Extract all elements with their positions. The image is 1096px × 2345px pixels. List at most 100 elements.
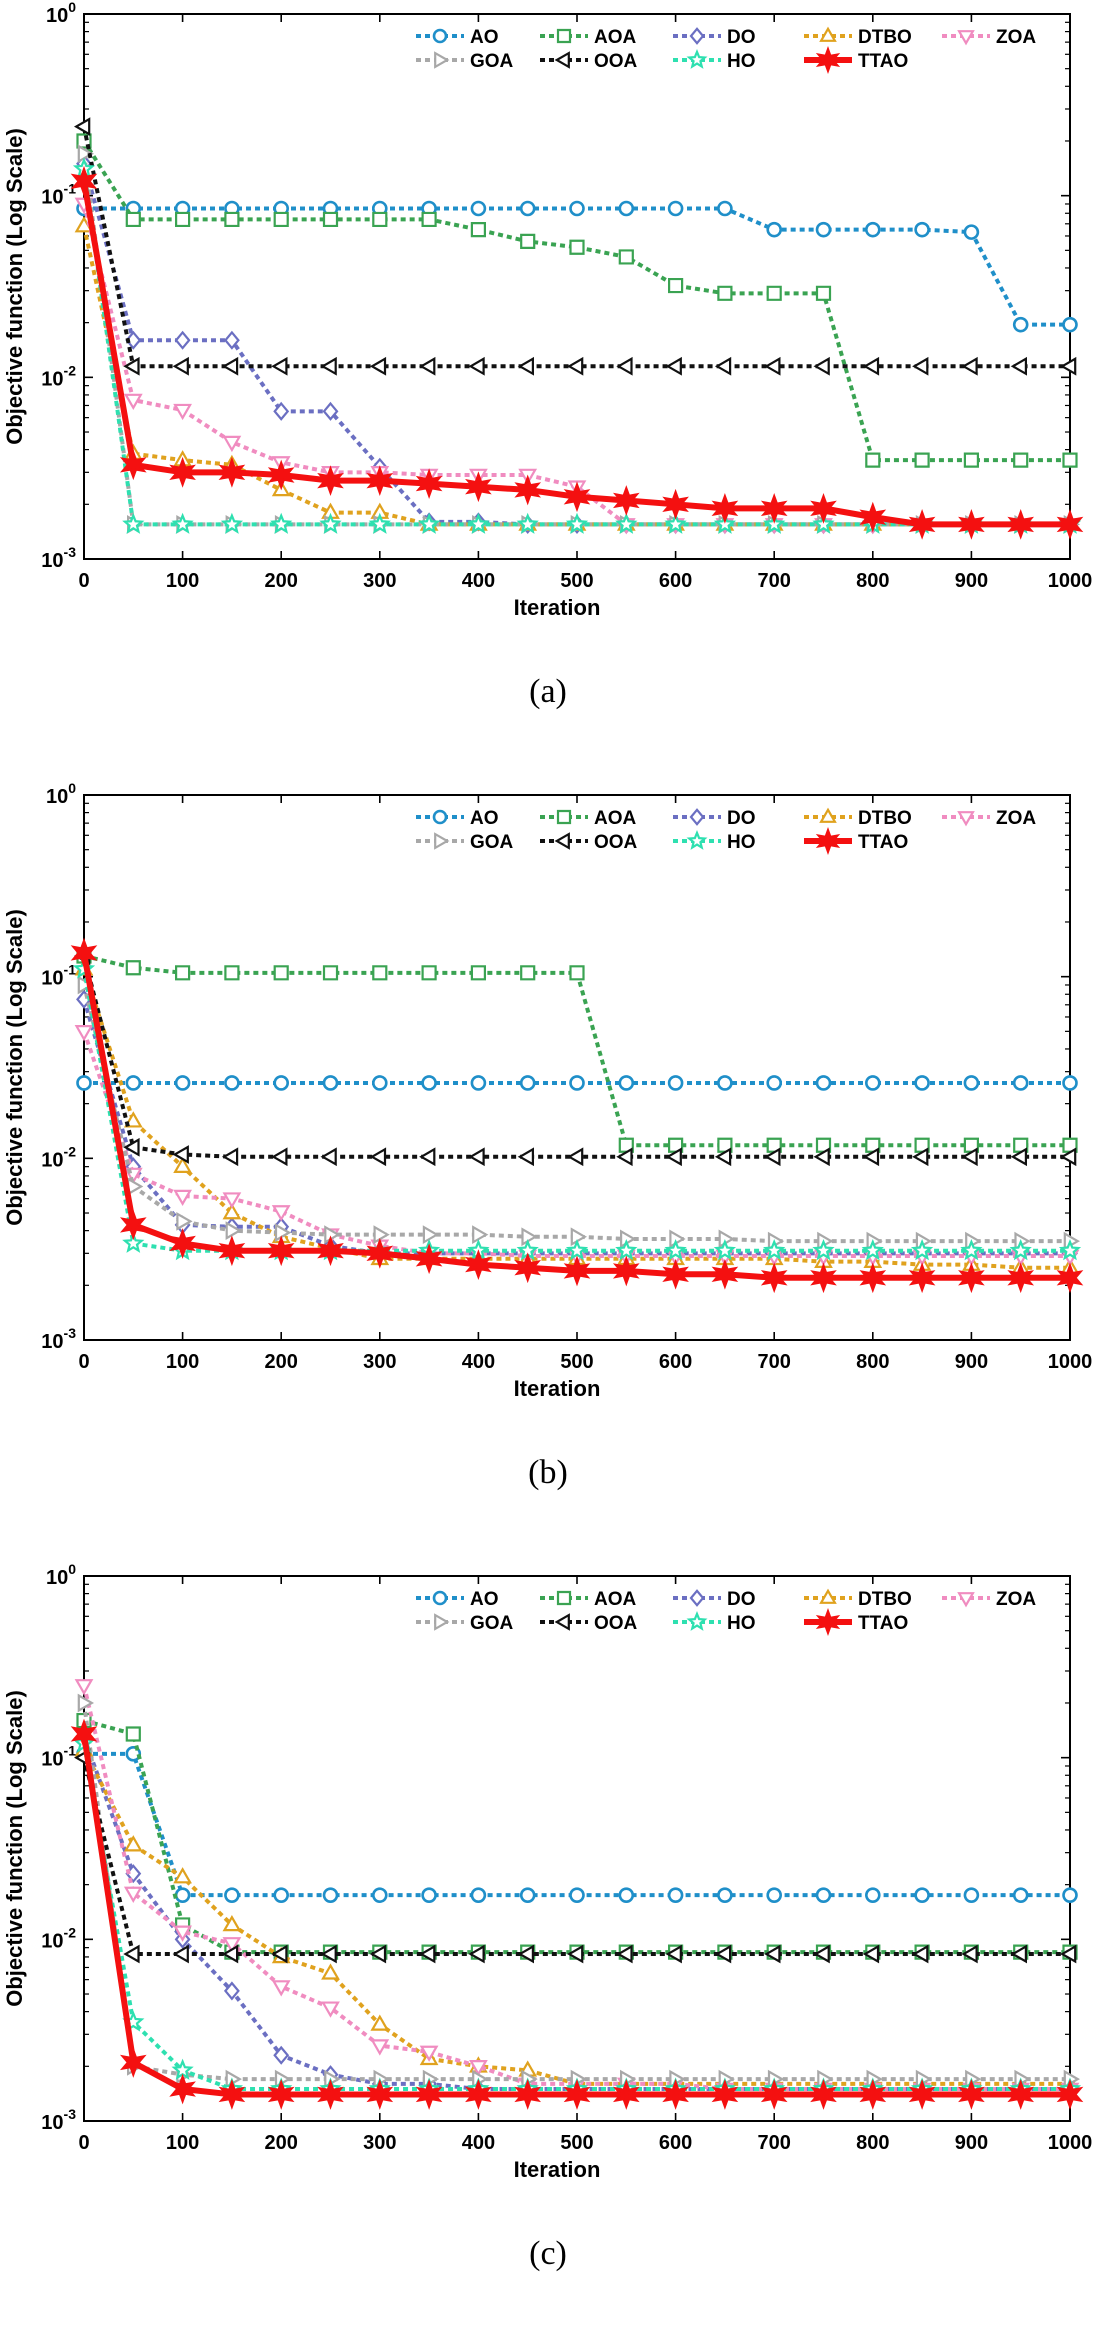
x-tick-label: 800 [856, 1351, 889, 1373]
convergence-chart-c: 0 100 200 300 400 500 600 700 800 900 1000 100 10-1 1… [0, 1562, 1096, 2343]
data-point-ttao [859, 501, 887, 533]
series-line-do [82, 1736, 1070, 2092]
legend-item-ho: HO [673, 829, 756, 853]
data-point-zoa [173, 1189, 192, 1207]
y-tick-label: 10-2 [41, 362, 76, 390]
data-point-ttao [70, 937, 98, 969]
data-point-ttao [908, 1262, 936, 1294]
data-point-ttao [317, 2079, 344, 2110]
legend-marker-dtbo [819, 26, 837, 42]
data-point-ooa [566, 1147, 584, 1167]
legend-item-ttao: TTAO [804, 826, 908, 856]
series-ooa [73, 946, 1077, 1167]
data-point-ao [963, 1887, 980, 1903]
data-point-goa [324, 1225, 341, 1245]
data-point-aoa [618, 1137, 634, 1153]
y-axis-label: Objective function (Log Scale) [2, 909, 27, 1226]
data-point-aoa [569, 965, 585, 981]
series-line-ooa [82, 1757, 1070, 1957]
data-point-do [125, 330, 142, 350]
data-point-ooa [764, 1944, 781, 1964]
data-point-zoa [469, 2060, 488, 2077]
data-point-ooa [320, 356, 337, 376]
data-point-ooa [73, 117, 91, 136]
data-point-ttao [465, 1249, 492, 1280]
legend-item-zoa: ZOA [942, 27, 1036, 48]
data-point-ttao [218, 1235, 246, 1267]
data-point-ttao [760, 492, 788, 524]
legend-item-do: DO [673, 1589, 756, 1610]
legend-item-goa: GOA [416, 51, 514, 72]
data-point-ttao [958, 2079, 985, 2110]
data-point-ooa [616, 1147, 633, 1167]
x-tick-label: 200 [265, 570, 298, 592]
x-tick-label: 800 [856, 2132, 889, 2154]
data-point-ho [1058, 1239, 1082, 1261]
chart-svg-a: 0 100 200 300 400 500 600 700 800 900 100010010-11… [2, 0, 1092, 710]
legend-item-zoa: ZOA [942, 1589, 1036, 1610]
data-point-ttao [514, 1252, 542, 1284]
data-point-ooa [961, 356, 978, 376]
data-point-ao [519, 200, 536, 217]
data-point-ao [914, 221, 930, 238]
x-tick-label: 0 [78, 1351, 89, 1373]
data-point-ooa [123, 356, 140, 376]
legend-marker-zoa [957, 811, 975, 827]
y-tick-base: 10 [41, 1930, 63, 1952]
legend-item-ttao: TTAO [804, 45, 908, 75]
data-point-aoa [175, 211, 191, 228]
data-point-ttao [218, 2079, 246, 2110]
data-point-ooa [271, 1147, 288, 1167]
data-point-zoa [123, 393, 143, 411]
data-point-aoa [372, 965, 388, 981]
convergence-chart-b: 0 100 200 300 400 500 600 700 800 900 1000 100 10-1 1… [0, 781, 1096, 1562]
data-point-dtbo [173, 1156, 192, 1173]
data-point-ttao [563, 2079, 591, 2110]
data-point-ttao [711, 492, 739, 524]
x-tick-label: 700 [758, 570, 791, 592]
data-point-ho [615, 512, 638, 534]
legend-item-dtbo: DTBO [804, 1588, 912, 1610]
y-tick-base: 10 [41, 368, 63, 390]
series-ooa [73, 117, 1077, 376]
x-tick-label: 100 [166, 2132, 199, 2154]
data-point-ooa [764, 1147, 781, 1167]
legend-label-goa: GOA [470, 832, 514, 853]
data-point-goa [274, 1223, 292, 1243]
y-tick-exponent: 0 [68, 781, 76, 796]
series-ao [76, 1075, 1078, 1091]
legend-item-aoa: AOA [540, 27, 637, 48]
data-point-ooa [369, 1944, 387, 1964]
data-point-ho [960, 1239, 983, 1261]
legend-label-do: DO [727, 1589, 756, 1610]
data-point-ho [713, 1239, 737, 1261]
x-tick-label: 300 [363, 570, 396, 592]
data-point-ooa [862, 356, 880, 376]
data-point-ttao [563, 1255, 591, 1287]
data-point-dtbo [222, 1203, 242, 1220]
legend-marker-ttao [815, 1607, 841, 1637]
data-point-ooa [468, 1147, 485, 1167]
x-tick-label: 500 [560, 2132, 593, 2154]
x-tick-label: 900 [955, 570, 988, 592]
legend-item-ooa: OOA [540, 1613, 638, 1634]
legend-item-aoa: AOA [540, 1589, 637, 1610]
legend-item-ao: AO [416, 1589, 499, 1610]
data-point-ao [618, 1075, 635, 1091]
x-tick-label: 100 [166, 1351, 199, 1373]
data-point-aoa [470, 965, 486, 981]
data-point-ttao [1056, 2079, 1084, 2110]
data-point-aoa [815, 1137, 832, 1153]
data-point-aoa [914, 1137, 930, 1153]
data-point-zoa [173, 1925, 192, 1942]
data-point-ooa [517, 1147, 534, 1167]
data-point-ao [618, 200, 635, 217]
data-point-ao [815, 221, 832, 238]
legend-label-zoa: ZOA [996, 27, 1036, 48]
legend-item-zoa: ZOA [942, 808, 1036, 829]
data-point-do [322, 401, 339, 421]
series-ttao [70, 937, 1084, 1294]
data-point-ao [569, 200, 585, 217]
data-point-goa [225, 1221, 242, 1241]
data-point-ooa [912, 1944, 929, 1964]
